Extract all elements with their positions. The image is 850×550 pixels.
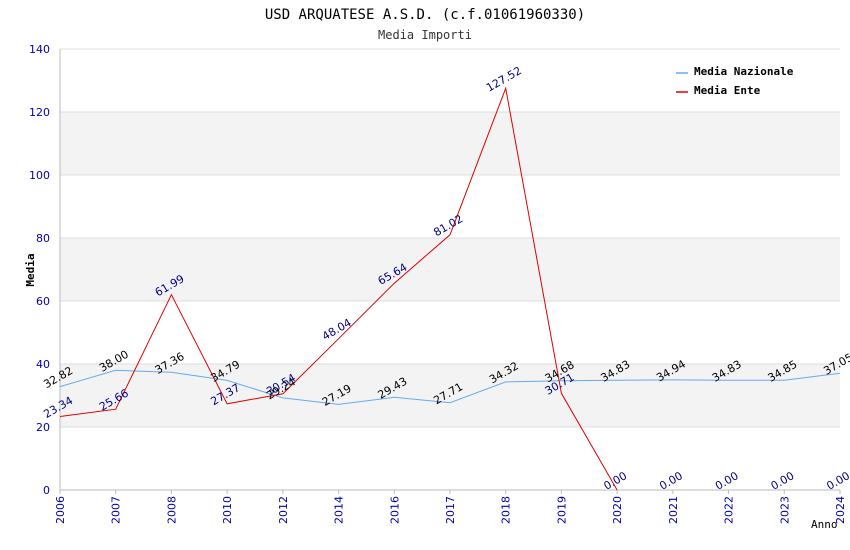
y-axis-label: Media [24, 253, 37, 286]
grid-band [60, 238, 840, 301]
y-tick-label: 100 [29, 169, 50, 182]
x-tick-label: 2020 [611, 496, 624, 524]
x-tick-label: 2006 [54, 496, 67, 524]
x-tick-label: 2007 [110, 496, 123, 524]
series-line-media-ente [59, 86, 618, 491]
y-tick-label: 120 [29, 106, 50, 119]
x-tick-label: 2024 [834, 496, 847, 524]
data-label-media-ente: 127.52 [484, 64, 524, 95]
grid-bands [60, 112, 840, 427]
data-label-media-ente: 48.04 [320, 316, 354, 343]
chart-subtitle: Media Importi [378, 28, 472, 42]
data-label-media-ente: 0.00 [769, 469, 797, 493]
x-tick-labels: 2006 2007 2008 2010 2012 2014 2016 2017 2018 2019… [54, 490, 847, 524]
data-label-media-ente: 81.02 [431, 212, 465, 239]
data-label-media-ente: 0.00 [602, 469, 630, 493]
grid-band [60, 112, 840, 175]
x-tick-label: 2008 [165, 496, 178, 524]
data-label-media-ente: 0.00 [713, 469, 741, 493]
x-tick-label: 2012 [277, 496, 290, 524]
data-label-media-ente: 0.00 [657, 469, 685, 493]
x-tick-label: 2022 [723, 496, 736, 524]
x-axis-label: Anno [811, 518, 838, 531]
x-tick-label: 2019 [555, 496, 568, 524]
x-tick-label: 2016 [388, 496, 401, 524]
y-tick-label: 0 [43, 484, 50, 497]
series-lines [59, 86, 841, 491]
x-tick-label: 2023 [778, 496, 791, 524]
x-tick-label: 2018 [500, 496, 513, 524]
x-tick-label: 2021 [667, 496, 680, 524]
y-tick-label: 140 [29, 43, 50, 56]
x-tick-label: 2014 [333, 496, 346, 524]
y-tick-label: 80 [36, 232, 50, 245]
x-tick-label: 2010 [221, 496, 234, 524]
y-tick-label: 60 [36, 295, 50, 308]
y-tick-labels: 0 20 40 60 80 100 120 140 [29, 43, 50, 497]
chart-title: USD ARQUATESE A.S.D. (c.f.01061960330) [265, 7, 585, 23]
y-tick-label: 20 [36, 421, 50, 434]
y-tick-label: 40 [36, 358, 50, 371]
series-line-media-nazionale [59, 369, 841, 405]
legend-label-media-nazionale: Media Nazionale [694, 65, 794, 78]
data-label-media-ente: 0.00 [824, 469, 850, 493]
legend-label-media-ente: Media Ente [694, 84, 761, 97]
legend: Media Nazionale Media Ente [676, 65, 794, 97]
x-tick-label: 2017 [444, 496, 457, 524]
